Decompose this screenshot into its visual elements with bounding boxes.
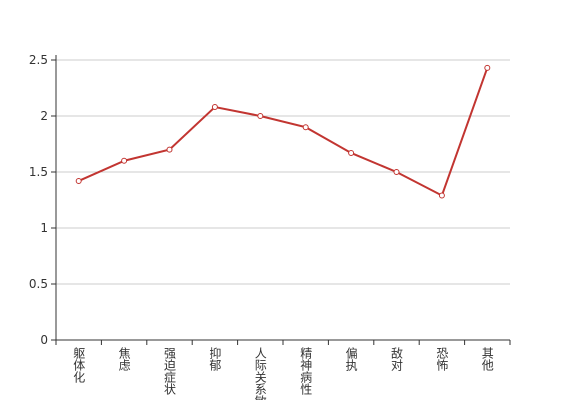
- point: [211, 104, 218, 111]
- line: [78, 67, 489, 197]
- x-tick-label: 躯体化: [72, 346, 86, 384]
- point: [484, 64, 491, 71]
- y-tick-label: 1: [40, 221, 48, 235]
- point: [75, 177, 82, 184]
- point: [438, 192, 445, 199]
- point: [393, 169, 400, 175]
- x-tick-label: 敌对: [390, 346, 404, 371]
- x-tick-label: 恐怖: [435, 347, 449, 371]
- x-tick-label: 偏执: [344, 346, 358, 372]
- point: [257, 113, 264, 119]
- x-tick-label: 其他: [480, 347, 494, 371]
- y-tick-label: 1.5: [29, 165, 48, 179]
- point: [121, 157, 128, 164]
- point: [302, 124, 309, 131]
- x-tick-label: 精神病性: [299, 347, 313, 396]
- y-tick-label: 0.5: [29, 277, 48, 291]
- point: [166, 146, 173, 153]
- point: [348, 149, 355, 156]
- x-tick-label: 人际关系敏感: [253, 347, 267, 400]
- y-tick-label: 2: [40, 109, 48, 123]
- x-tick-label: 焦虑: [117, 347, 131, 371]
- x-tick-label: 抑郁: [208, 346, 222, 372]
- x-tick-label: 强迫症状: [163, 347, 177, 395]
- y-tick-label: 0: [40, 333, 48, 347]
- y-tick-label: 2.5: [29, 53, 48, 67]
